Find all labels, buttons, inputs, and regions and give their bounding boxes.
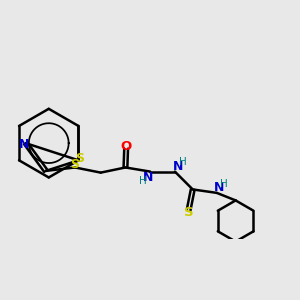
Text: S: S [184,206,194,219]
Text: H: H [178,157,186,167]
Text: H: H [139,176,146,186]
Text: O: O [121,140,132,153]
Text: N: N [143,171,154,184]
Text: N: N [19,138,29,152]
Text: S: S [70,158,80,170]
Text: N: N [172,160,183,173]
Text: N: N [214,181,225,194]
Text: H: H [220,179,228,189]
Text: S: S [75,152,84,165]
